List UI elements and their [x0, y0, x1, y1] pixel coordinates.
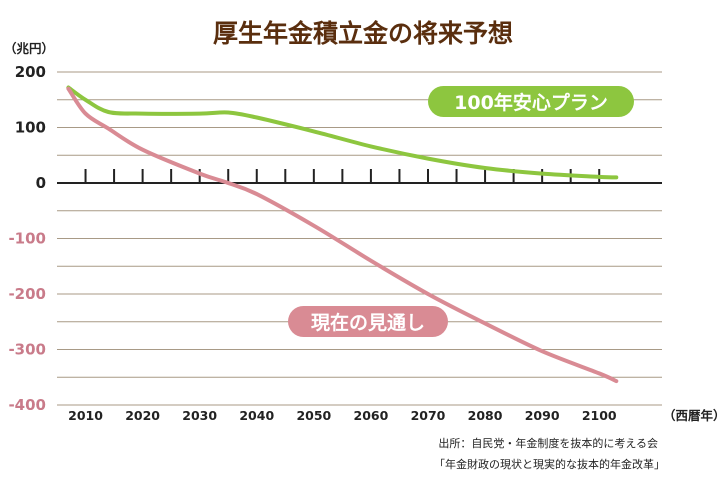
badge-plan-label: 100年安心プラン	[454, 91, 608, 114]
y-tick-label: -400	[8, 396, 46, 414]
x-axis-unit: （西暦年）	[663, 408, 726, 423]
y-tick-label: 200	[15, 63, 46, 81]
x-tick-label: 2090	[525, 408, 560, 423]
x-tick-label: 2060	[354, 408, 389, 423]
x-tick-label: 2100	[582, 408, 617, 423]
chart-title: 厚生年金積立金の将来予想	[213, 19, 513, 48]
x-tick-label: 2010	[68, 408, 103, 423]
x-tick-label: 2020	[125, 408, 160, 423]
source-line-1: 出所：自民党・年金制度を抜本的に考える会	[438, 436, 658, 450]
series-layer	[66, 85, 619, 384]
badge-current-pill	[288, 306, 448, 337]
x-tick-label: 2070	[411, 408, 446, 423]
y-tick-label: -300	[8, 341, 46, 359]
tick-layer: 200 100 0 -100 -200 -300 -400 2010 2020 2030 2040 2…	[8, 63, 662, 423]
y-tick-label: 0	[36, 174, 46, 192]
badge-plan: 100年安心プラン	[428, 86, 634, 117]
y-tick-label: -100	[8, 230, 46, 248]
y-tick-label: 100	[15, 119, 46, 137]
y-tick-label: -200	[8, 285, 46, 303]
badge-current-label: 現在の見通し	[311, 311, 425, 334]
series-line-current	[66, 86, 619, 384]
series-line-plan	[66, 85, 619, 180]
x-tick-label: 2040	[239, 408, 274, 423]
x-tick-label: 2030	[182, 408, 217, 423]
source-line-2: 「年金財政の現状と現実的な抜本的年金改革」	[434, 457, 665, 471]
x-tick-label: 2050	[296, 408, 331, 423]
x-tick-label: 2080	[468, 408, 503, 423]
grid-layer	[57, 71, 662, 406]
y-axis-unit: （兆円）	[4, 41, 54, 56]
badge-current: 現在の見通し	[288, 306, 448, 337]
badge-plan-pill	[428, 86, 634, 117]
